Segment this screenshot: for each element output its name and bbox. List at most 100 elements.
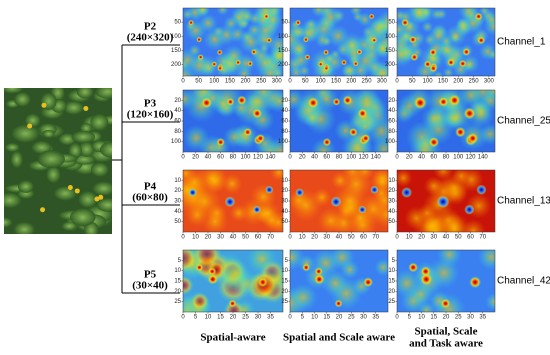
spot xyxy=(302,36,309,43)
blob xyxy=(203,27,227,51)
y-tick-label: 50 xyxy=(388,219,395,225)
spot xyxy=(314,273,325,285)
leaf xyxy=(78,141,95,157)
x-tick-label: 300 xyxy=(377,79,388,85)
x-tick-label: 120 xyxy=(465,155,476,161)
level-label: P2 xyxy=(144,21,157,33)
blob xyxy=(433,70,444,76)
y-tick-label: 100 xyxy=(171,34,182,40)
x-tick-label: 15 xyxy=(323,315,330,321)
x-tick-label: 40 xyxy=(311,155,318,161)
heatmap: 0 5 10 15 20 25 30 35 5 10 15 20 25 xyxy=(388,249,496,321)
blob xyxy=(420,8,432,18)
x-tick-label: 80 xyxy=(336,155,343,161)
x-tick-label: 70 xyxy=(372,235,379,241)
blob xyxy=(321,36,332,47)
spot xyxy=(455,126,466,138)
blob xyxy=(442,67,454,76)
x-tick-label: 140 xyxy=(478,155,489,161)
x-tick-label: 50 xyxy=(302,79,309,85)
spot xyxy=(438,96,449,107)
blob xyxy=(343,42,365,64)
leaf xyxy=(53,186,77,201)
blob xyxy=(195,8,210,17)
x-tick-label: 35 xyxy=(479,315,486,321)
y-tick-label: 25 xyxy=(174,299,181,305)
spot xyxy=(469,276,482,289)
y-tick-label: 10 xyxy=(388,178,395,184)
blob xyxy=(220,258,251,288)
x-tick-label: 70 xyxy=(267,235,274,241)
y-tick-label: 40 xyxy=(388,108,395,114)
spot xyxy=(304,54,311,61)
y-tick-label: 10 xyxy=(281,268,288,274)
x-tick-label: 15 xyxy=(217,315,224,321)
spot xyxy=(476,184,487,195)
column-label: Spatial, Scale xyxy=(415,326,478,338)
spot xyxy=(252,205,261,214)
size-label: (120×160) xyxy=(127,109,174,121)
y-tick-label: 100 xyxy=(385,139,396,145)
y-tick-label: 80 xyxy=(174,129,181,135)
blob xyxy=(255,200,281,226)
leaf xyxy=(46,165,61,184)
x-tick-label: 0 xyxy=(395,315,399,321)
spot xyxy=(226,97,235,106)
y-tick-label: 100 xyxy=(278,139,289,145)
leaf xyxy=(71,130,96,144)
y-tick-label: 25 xyxy=(388,299,395,305)
blob xyxy=(479,123,495,146)
x-tick-label: 10 xyxy=(311,315,318,321)
channel-label: Channel_1 xyxy=(497,37,546,48)
y-tick-label: 100 xyxy=(171,139,182,145)
y-tick-label: 40 xyxy=(174,209,181,215)
blob xyxy=(483,90,495,102)
blob xyxy=(245,250,278,276)
channel-label: Channel_13 xyxy=(497,196,550,207)
x-tick-label: 30 xyxy=(467,315,474,321)
spot xyxy=(314,267,323,276)
spot xyxy=(235,59,242,66)
leaf xyxy=(42,129,55,138)
spot xyxy=(349,127,358,137)
y-tick-label: 50 xyxy=(174,20,181,26)
blob xyxy=(290,250,305,271)
x-tick-label: 80 xyxy=(443,155,450,161)
x-tick-label: 60 xyxy=(430,155,437,161)
y-tick-label: 60 xyxy=(281,119,288,125)
heatmap-frame xyxy=(289,7,389,77)
heatmap-blobs xyxy=(183,170,283,232)
x-tick-label: 25 xyxy=(348,315,355,321)
y-tick-label: 10 xyxy=(174,178,181,184)
heatmap-blobs xyxy=(183,250,283,312)
x-tick-label: 20 xyxy=(299,155,306,161)
y-tick-label: 60 xyxy=(174,119,181,125)
heatmap: 0 10 20 30 40 50 60 70 10 20 30 40 50 xyxy=(388,169,496,241)
x-tick-label: 70 xyxy=(479,235,486,241)
spot xyxy=(207,267,217,276)
x-tick-label: 60 xyxy=(360,235,367,241)
y-tick-label: 50 xyxy=(388,20,395,26)
channel-label: Channel_42 xyxy=(497,276,550,287)
leaf xyxy=(13,222,35,234)
x-tick-label: 0 xyxy=(288,79,292,85)
level-label: P4 xyxy=(144,181,157,193)
y-tick-label: 15 xyxy=(388,279,395,285)
heatmap-blobs xyxy=(397,8,495,76)
column-label: and Task aware xyxy=(409,338,483,350)
blob xyxy=(317,207,345,232)
y-tick-label: 50 xyxy=(281,20,288,26)
x-tick-label: 0 xyxy=(395,235,399,241)
heatmap-blobs xyxy=(397,170,492,232)
x-tick-label: 30 xyxy=(430,235,437,241)
heatmap: 0 5 10 15 20 25 30 35 5 10 15 20 25 xyxy=(174,249,284,321)
leaf xyxy=(69,208,96,227)
blob xyxy=(439,173,470,203)
leaf xyxy=(10,150,23,168)
x-tick-label: 10 xyxy=(418,315,425,321)
spot xyxy=(368,13,375,20)
x-tick-label: 50 xyxy=(409,79,416,85)
x-tick-label: 60 xyxy=(255,235,262,241)
y-tick-label: 30 xyxy=(174,199,181,205)
